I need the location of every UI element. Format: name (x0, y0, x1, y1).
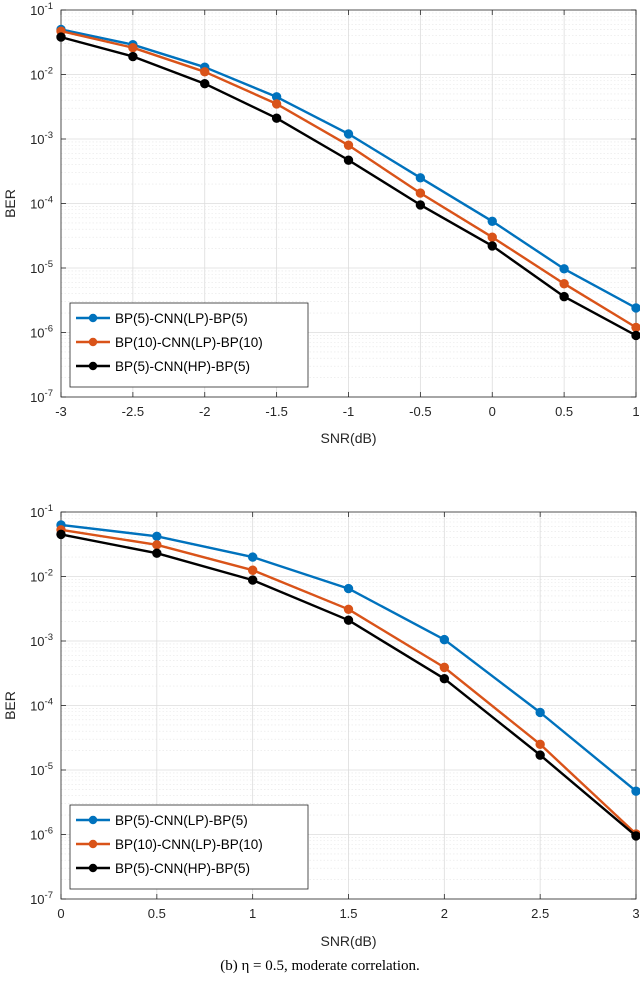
y-tick-label: 10-6 (30, 324, 53, 341)
x-tick-label: 0.5 (148, 906, 166, 921)
series-3 (56, 32, 640, 341)
y-axis-title: BER (2, 691, 18, 720)
y-tick-label: 10-2 (30, 66, 53, 83)
data-point (439, 674, 450, 684)
y-tick-label: 10-7 (30, 890, 53, 907)
y-tick-label: 10-1 (30, 503, 53, 520)
x-tick-label: 0 (489, 404, 496, 419)
data-point (631, 330, 640, 341)
x-tick-label: -0.5 (409, 404, 431, 419)
data-point (343, 140, 354, 150)
y-tick-label: 10-1 (30, 1, 53, 18)
x-tick-label: -1 (343, 404, 355, 419)
x-axis-title: SNR(dB) (320, 933, 376, 949)
legend-label: BP(5)-CNN(LP)-BP(5) (115, 311, 248, 326)
data-point (152, 540, 162, 550)
data-point (152, 531, 162, 542)
x-axis-title: SNR(dB) (320, 430, 376, 446)
y-tick-label: 10-5 (30, 761, 53, 778)
data-point (535, 739, 545, 750)
x-tick-label: -1.5 (265, 404, 287, 419)
grid (60, 10, 637, 398)
data-point (439, 662, 450, 673)
figure-caption: (b) η = 0.5, moderate correlation. (220, 958, 420, 974)
data-point (415, 173, 426, 183)
legend-marker (88, 839, 98, 849)
legend-label: BP(10)-CNN(LP)-BP(10) (115, 837, 263, 852)
legend: BP(5)-CNN(LP)-BP(5) BP(10)-CNN(LP)-BP(10)… (69, 804, 309, 890)
legend-marker (88, 313, 98, 323)
x-tick-label: 1 (632, 404, 639, 419)
data-point (343, 155, 354, 165)
data-point (631, 831, 640, 841)
data-point (200, 67, 210, 77)
data-point (487, 241, 497, 251)
data-point (631, 786, 640, 796)
data-point (128, 51, 138, 62)
x-tick-label: 2.5 (531, 906, 549, 921)
legend-label: BP(5)-CNN(HP)-BP(5) (115, 861, 250, 876)
series-3 (56, 529, 640, 841)
data-point (343, 129, 354, 139)
data-point (56, 32, 66, 42)
data-point (415, 188, 426, 198)
legend-marker (88, 863, 98, 873)
data-point (271, 99, 282, 109)
legend-marker (88, 361, 98, 371)
x-tick-label: 3 (632, 906, 639, 921)
legend-label: BP(5)-CNN(HP)-BP(5) (115, 359, 250, 374)
x-tick-label: 0 (57, 906, 64, 921)
x-tick-label: 1.5 (339, 906, 357, 921)
y-tick-label: 10-4 (30, 195, 53, 212)
y-tick-label: 10-3 (30, 130, 53, 147)
legend: BP(5)-CNN(LP)-BP(5) BP(10)-CNN(LP)-BP(10)… (69, 302, 309, 388)
legend-label: BP(10)-CNN(LP)-BP(10) (115, 335, 263, 350)
data-point (439, 634, 450, 645)
data-point (343, 615, 354, 625)
data-point (128, 43, 138, 53)
x-tick-label: -2 (199, 404, 211, 419)
y-tick-label: 10-2 (30, 568, 53, 585)
y-tick-label: 10-3 (30, 632, 53, 649)
data-point (56, 529, 66, 540)
data-point (343, 583, 354, 594)
x-tick-label: 0.5 (555, 404, 573, 419)
legend-label: BP(5)-CNN(LP)-BP(5) (115, 813, 248, 828)
x-tick-label: 2 (441, 906, 448, 921)
y-tick-label: 10-4 (30, 697, 53, 714)
data-point (487, 216, 497, 226)
legend-marker (88, 815, 98, 825)
data-point (487, 232, 497, 242)
data-point (152, 548, 162, 558)
data-point (631, 322, 640, 333)
y-axis-title: BER (2, 189, 18, 218)
data-point (247, 552, 258, 562)
data-point (271, 113, 282, 123)
data-point (535, 707, 545, 718)
y-tick-label: 10-6 (30, 826, 53, 843)
x-tick-label: -3 (55, 404, 67, 419)
x-tick-label: 1 (249, 906, 256, 921)
chart-2: 0 0.5 1 1.5 2 2.5 3 10-7 10-6 10-5 10-4 10-3 10-2 10-… (2, 503, 640, 949)
data-point (247, 565, 258, 575)
data-point (200, 79, 210, 89)
data-point (631, 303, 640, 313)
data-point (559, 291, 569, 302)
data-point (559, 279, 569, 289)
x-tick-label: -2.5 (122, 404, 144, 419)
data-point (343, 604, 354, 615)
y-tick-label: 10-5 (30, 259, 53, 276)
data-point (559, 264, 569, 274)
chart-1: -3 -2.5 -2 -1.5 -1 -0.5 0 0.5 1 10-7 10-6 10-5 10-4 1… (2, 1, 640, 446)
data-point (415, 200, 426, 210)
y-tick-label: 10-7 (30, 388, 53, 405)
data-point (247, 575, 258, 585)
data-point (535, 750, 545, 760)
legend-marker (88, 337, 98, 347)
